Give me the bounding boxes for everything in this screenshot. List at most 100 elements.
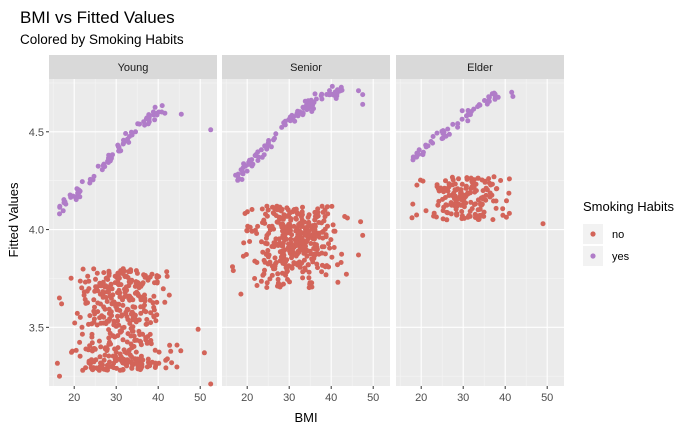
point-no [315, 213, 321, 219]
point-no [463, 185, 469, 191]
point-no [101, 270, 107, 276]
x-tick-label: 40 [152, 392, 164, 404]
point-no [77, 314, 83, 320]
point-no [143, 309, 149, 315]
point-no [267, 276, 273, 282]
point-no [93, 276, 98, 282]
point-no [74, 310, 80, 316]
point-yes [459, 116, 465, 122]
point-yes [510, 94, 516, 99]
strip-senior [222, 55, 390, 79]
point-no [506, 190, 512, 196]
point-no [115, 345, 121, 351]
point-no [113, 323, 119, 329]
strip-label-senior: Senior [290, 62, 322, 74]
point-no [300, 245, 306, 250]
point-yes [258, 147, 264, 153]
point-no [109, 300, 115, 306]
point-no [436, 198, 442, 204]
point-no [270, 204, 275, 210]
point-no [81, 292, 87, 298]
point-no [116, 287, 122, 293]
point-no [481, 213, 487, 219]
point-no [448, 200, 454, 206]
strip-young [49, 55, 217, 79]
point-yes [319, 91, 325, 97]
point-no [468, 186, 474, 192]
point-no [493, 205, 499, 211]
point-yes [264, 146, 270, 152]
point-no [79, 324, 85, 330]
x-tick-label: 50 [541, 392, 553, 404]
point-no [461, 192, 467, 198]
point-no [120, 337, 126, 343]
point-no [119, 312, 125, 318]
point-yes [311, 106, 316, 112]
point-yes [420, 152, 426, 158]
point-no [140, 357, 146, 363]
point-no [269, 224, 275, 230]
point-yes [455, 121, 461, 127]
point-no [260, 220, 265, 226]
point-yes [486, 94, 492, 100]
point-no [296, 222, 302, 227]
point-no [468, 199, 474, 205]
point-no [104, 299, 110, 304]
point-yes [129, 132, 135, 138]
point-no [307, 223, 313, 229]
point-no [230, 268, 236, 274]
point-no [104, 346, 110, 352]
point-no [433, 214, 439, 220]
point-no [470, 182, 476, 188]
point-no [329, 203, 335, 209]
strip-label-elder: Elder [467, 62, 493, 74]
point-no [111, 365, 117, 371]
point-yes [133, 129, 138, 135]
point-yes [471, 106, 477, 112]
point-no [85, 273, 91, 279]
point-no [360, 232, 366, 238]
point-no [263, 235, 269, 241]
legend-key-no [590, 231, 596, 237]
point-no [77, 353, 83, 359]
point-no [79, 285, 85, 291]
point-no [108, 295, 114, 301]
point-no [103, 275, 109, 281]
point-no [111, 318, 117, 324]
point-no [289, 255, 294, 261]
point-no [254, 260, 260, 265]
point-no [77, 339, 83, 345]
point-no [166, 292, 172, 298]
point-no [319, 269, 325, 275]
point-no [116, 275, 122, 281]
point-no [120, 367, 126, 373]
point-no [306, 228, 312, 234]
point-no [263, 240, 268, 246]
point-no [87, 313, 93, 319]
point-no [259, 239, 264, 245]
point-no [69, 348, 75, 354]
point-no [130, 324, 136, 330]
point-no [148, 310, 154, 316]
point-no [287, 227, 293, 233]
point-no [309, 256, 315, 262]
point-no [358, 219, 364, 225]
point-yes [121, 137, 126, 143]
point-no [147, 297, 153, 303]
point-no [313, 233, 319, 239]
point-yes [120, 141, 126, 147]
point-no [100, 291, 106, 297]
point-no [323, 232, 329, 238]
point-yes [265, 140, 271, 146]
point-no [305, 262, 311, 268]
point-no [59, 301, 65, 307]
point-no [457, 193, 463, 199]
point-no [540, 221, 546, 227]
point-no [163, 357, 169, 363]
point-yes [68, 194, 74, 200]
point-yes [61, 200, 67, 206]
point-no [300, 275, 306, 281]
point-no [440, 216, 446, 222]
point-no [142, 298, 148, 304]
point-no [120, 297, 125, 303]
